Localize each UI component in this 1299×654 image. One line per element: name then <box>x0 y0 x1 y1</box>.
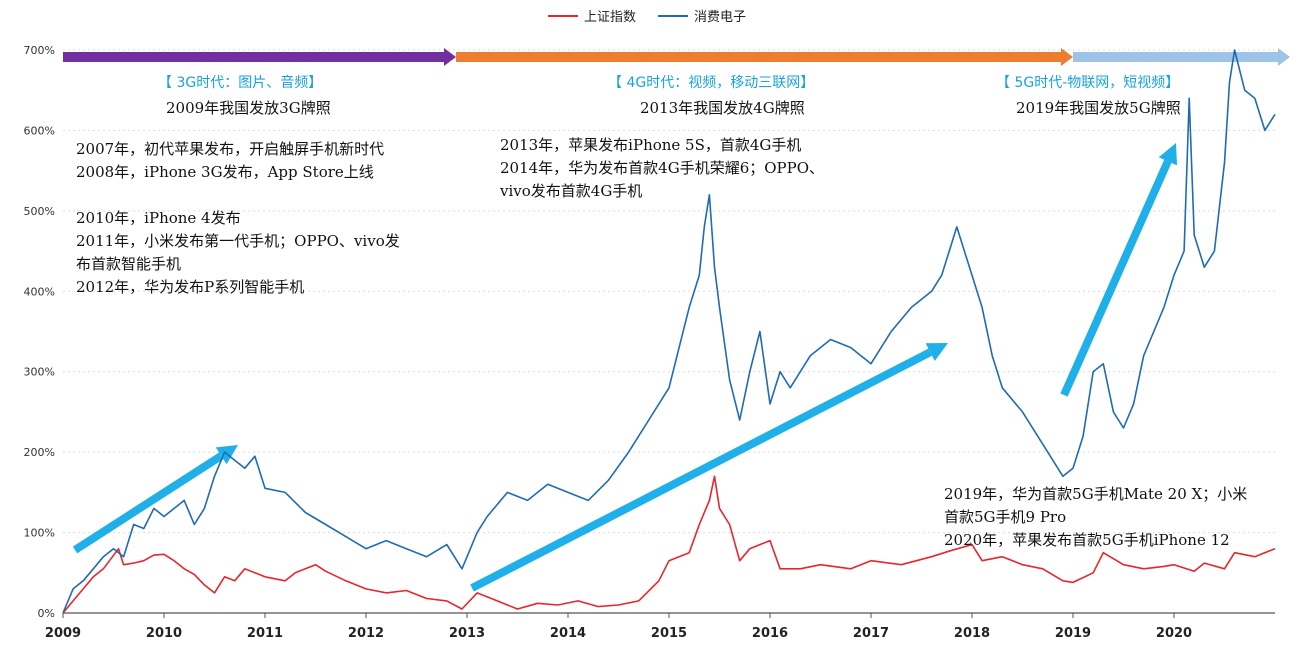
trend-arrow <box>72 445 238 554</box>
trend-arrow <box>470 343 948 592</box>
annotation-5g-line: 2019年，华为首款5G手机Mate 20 X；小米 <box>944 485 1248 503</box>
x-tick-label: 2017 <box>853 626 889 641</box>
legend: 上证指数 消费电子 <box>548 6 768 25</box>
x-tick-label: 2020 <box>1156 626 1192 641</box>
y-axis-ticks: 0% 100% 200% 300% 400% 500% 600% 700% <box>24 44 55 620</box>
annotation-3g-line: 2010年，iPhone 4发布 <box>76 209 241 227</box>
annotation-3g-line: 2012年，华为发布P系列智能手机 <box>76 278 305 296</box>
annotation-4g: 2013年，苹果发布iPhone 5S，首款4G手机 2014年，华为发布首款4… <box>500 134 824 203</box>
annotation-4g-line: 2013年，苹果发布iPhone 5S，首款4G手机 <box>500 136 802 154</box>
y-tick-label: 100% <box>24 527 55 540</box>
era-arrow <box>1073 48 1290 66</box>
series-line-shanghai <box>62 475 1276 614</box>
trend-arrow-shaft <box>1060 159 1172 397</box>
era-4g-license: 2013年我国发放4G牌照 <box>640 99 805 117</box>
trend-arrow <box>1060 143 1178 397</box>
annotation-3g-line <box>76 184 400 207</box>
y-tick-label: 200% <box>24 446 55 459</box>
era-arrows <box>63 48 1290 66</box>
x-tick-label: 2015 <box>651 626 687 641</box>
series-lines <box>62 49 1276 614</box>
y-tick-label: 400% <box>24 285 55 298</box>
y-tick-label: 600% <box>24 124 55 137</box>
era-arrow <box>456 48 1073 66</box>
legend-label-shanghai: 上证指数 <box>584 10 637 25</box>
annotation-3g-line: 布首款智能手机 <box>76 255 182 273</box>
x-tick-label: 2014 <box>550 626 586 641</box>
annotation-3g: 2007年，初代苹果发布，开启触屏手机新时代 2008年，iPhone 3G发布… <box>76 138 400 299</box>
trend-arrow-shaft <box>72 452 224 554</box>
legend-swatch-blue <box>658 14 689 17</box>
trend-arrow-head <box>925 343 948 362</box>
legend-item-shanghai: 上证指数 <box>548 6 636 25</box>
y-tick-label: 300% <box>24 366 55 379</box>
era-4g-title: 【 4G时代：视频，移动三联网】 <box>608 75 815 91</box>
annotation-3g-line: 2007年，初代苹果发布，开启触屏手机新时代 <box>76 140 385 158</box>
series-line-consumer-electronics <box>62 49 1276 614</box>
annotation-5g: 2019年，华为首款5G手机Mate 20 X；小米 首款5G手机9 Pro 2… <box>944 483 1247 552</box>
x-tick-label: 2019 <box>1055 626 1091 641</box>
legend-swatch-red <box>548 14 578 17</box>
x-tick-label: 2016 <box>752 626 788 641</box>
x-tick-label: 2013 <box>449 626 485 641</box>
era-arrow <box>63 48 456 66</box>
trend-arrows <box>72 143 1178 592</box>
trend-arrow-shaft <box>470 348 933 592</box>
annotation-5g-line: 首款5G手机9 Pro <box>944 508 1067 526</box>
x-tick-label: 2011 <box>247 626 283 641</box>
x-tick-label: 2018 <box>954 626 990 641</box>
era-5g-title: 【 5G时代-物联网，短视频】 <box>996 75 1180 91</box>
y-tick-label: 700% <box>24 44 55 57</box>
era-5g-license: 2019年我国发放5G牌照 <box>1016 99 1181 117</box>
x-tick-label: 2009 <box>45 626 81 641</box>
x-tick-label: 2012 <box>348 626 384 641</box>
trend-arrow-head <box>1158 143 1178 166</box>
y-tick-label: 500% <box>24 205 55 218</box>
annotation-5g-line: 2020年，苹果发布首款5G手机iPhone 12 <box>944 531 1230 549</box>
x-axis-ticks: 2009 2010 2011 2012 2013 2014 2015 2016 2017 2018… <box>45 613 1192 641</box>
grid-lines <box>63 49 1275 534</box>
era-3g-license: 2009年我国发放3G牌照 <box>166 99 331 117</box>
legend-item-consumer-electronics: 消费电子 <box>658 6 746 25</box>
y-tick-label: 0% <box>38 607 55 620</box>
annotation-4g-line: vivo发布首款4G手机 <box>500 182 643 200</box>
legend-label-consumer-electronics: 消费电子 <box>694 10 747 25</box>
era-3g-title: 【 3G时代：图片、音频】 <box>158 75 323 91</box>
annotation-4g-line: 2014年，华为发布首款4G手机荣耀6；OPPO、 <box>500 159 825 177</box>
annotation-3g-line: 2008年，iPhone 3G发布，App Store上线 <box>76 163 374 181</box>
annotation-3g-line: 2011年，小米发布第一代手机；OPPO、vivo发 <box>76 232 400 250</box>
x-tick-label: 2010 <box>146 626 182 641</box>
